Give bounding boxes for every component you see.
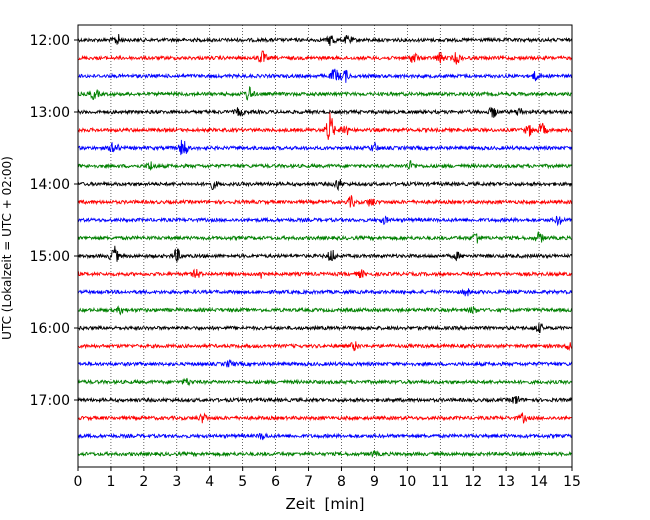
x-tick-label-3: 3 bbox=[172, 474, 181, 490]
x-tick-label-15: 15 bbox=[563, 474, 581, 490]
trace-row-23 bbox=[77, 450, 573, 458]
x-tick-label-8: 8 bbox=[337, 474, 346, 490]
trace-row-10 bbox=[77, 215, 573, 227]
trace-row-17 bbox=[77, 341, 573, 352]
trace-row-3 bbox=[77, 86, 573, 101]
y-tick-label-5: 17:00 bbox=[30, 393, 70, 409]
x-tick-label-4: 4 bbox=[205, 474, 214, 490]
x-tick-label-12: 12 bbox=[464, 474, 482, 490]
x-tick-label-5: 5 bbox=[238, 474, 247, 490]
trace-row-13 bbox=[77, 268, 573, 279]
trace-row-4 bbox=[77, 106, 573, 118]
trace-row-2 bbox=[77, 68, 573, 83]
x-tick-label-13: 13 bbox=[497, 474, 515, 490]
x-axis-label: Zeit [min] bbox=[285, 495, 364, 513]
x-tick-label-14: 14 bbox=[530, 474, 548, 490]
x-tick-label-11: 11 bbox=[431, 474, 449, 490]
trace-row-15 bbox=[77, 305, 573, 316]
y-tick-label-2: 14:00 bbox=[30, 177, 70, 193]
trace-row-16 bbox=[77, 323, 573, 334]
x-tick-label-7: 7 bbox=[304, 474, 313, 490]
x-tick-label-1: 1 bbox=[106, 474, 115, 490]
trace-row-9 bbox=[77, 195, 573, 208]
x-tick-label-2: 2 bbox=[139, 474, 148, 490]
y-tick-label-3: 15:00 bbox=[30, 249, 70, 265]
y-tick-label-0: 12:00 bbox=[30, 33, 70, 49]
trace-row-20 bbox=[77, 395, 573, 404]
trace-row-14 bbox=[77, 288, 573, 297]
x-tick-label-10: 10 bbox=[398, 474, 416, 490]
x-tick-label-9: 9 bbox=[370, 474, 379, 490]
trace-row-0 bbox=[77, 34, 573, 47]
trace-row-12 bbox=[77, 245, 573, 263]
trace-row-8 bbox=[77, 179, 573, 192]
y-tick-label-4: 16:00 bbox=[30, 321, 70, 337]
trace-row-19 bbox=[77, 377, 573, 387]
trace-row-6 bbox=[77, 139, 573, 156]
y-axis-label: UTC (Lokalzeit = UTC + 02:00) bbox=[0, 156, 14, 340]
seismic-traces bbox=[77, 34, 573, 458]
trace-row-7 bbox=[77, 160, 573, 171]
x-tick-label-6: 6 bbox=[271, 474, 280, 490]
trace-row-11 bbox=[77, 231, 573, 244]
x-tick-label-0: 0 bbox=[74, 474, 83, 490]
y-axis-ticks: 12:00 13:00 14:00 15:00 16:00 17:00 bbox=[30, 33, 78, 409]
y-tick-label-1: 13:00 bbox=[30, 105, 70, 121]
trace-row-1 bbox=[77, 50, 573, 65]
trace-row-18 bbox=[77, 359, 573, 368]
x-axis-ticks: 0 1 2 3 4 5 6 7 8 9 10 11 12 13 14 15 bbox=[74, 467, 581, 490]
trace-row-21 bbox=[77, 412, 572, 424]
trace-row-22 bbox=[77, 432, 573, 441]
trace-row-5 bbox=[77, 112, 573, 140]
axes-frame bbox=[77, 24, 573, 468]
